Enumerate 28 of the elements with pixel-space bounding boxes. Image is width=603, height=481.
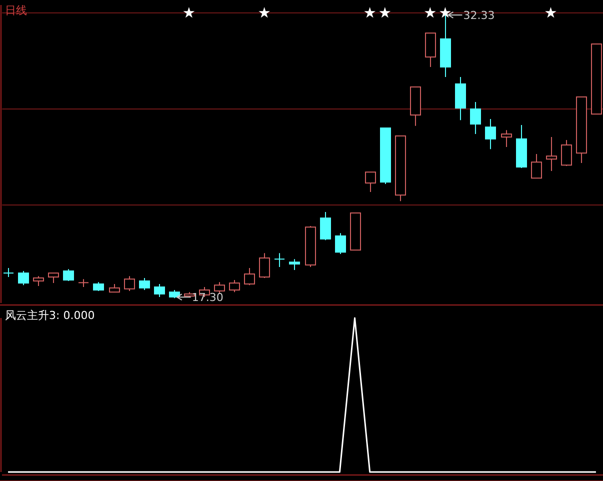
- candlestick: [229, 280, 240, 293]
- candlestick: [18, 270, 29, 286]
- candlestick: [561, 140, 572, 167]
- candlestick: [425, 32, 436, 68]
- candlestick: [63, 268, 74, 282]
- candlestick: [214, 282, 225, 294]
- candlestick: [244, 267, 255, 286]
- chart-title: 日线: [5, 4, 27, 17]
- annotation: 17.30: [192, 291, 224, 304]
- candlestick: [335, 232, 346, 255]
- candlestick: [124, 276, 135, 292]
- candlestick: [365, 172, 376, 193]
- candlestick: [531, 154, 542, 179]
- candlestick: [274, 252, 285, 268]
- candlestick: [48, 272, 59, 284]
- candlestick: [320, 212, 331, 241]
- candlestick: [470, 102, 481, 135]
- candlestick: [485, 118, 496, 150]
- candlestick: [139, 277, 150, 291]
- annotation: 32.33: [463, 8, 495, 22]
- candlestick: [546, 136, 557, 172]
- candlestick: [3, 267, 14, 278]
- candlestick: [154, 283, 165, 298]
- candlestick: [289, 258, 300, 271]
- candlestick: [259, 252, 270, 278]
- chart-title: 风云主升3: 0.000: [5, 309, 95, 322]
- candlestick: [33, 276, 44, 287]
- candlestick: [501, 130, 512, 148]
